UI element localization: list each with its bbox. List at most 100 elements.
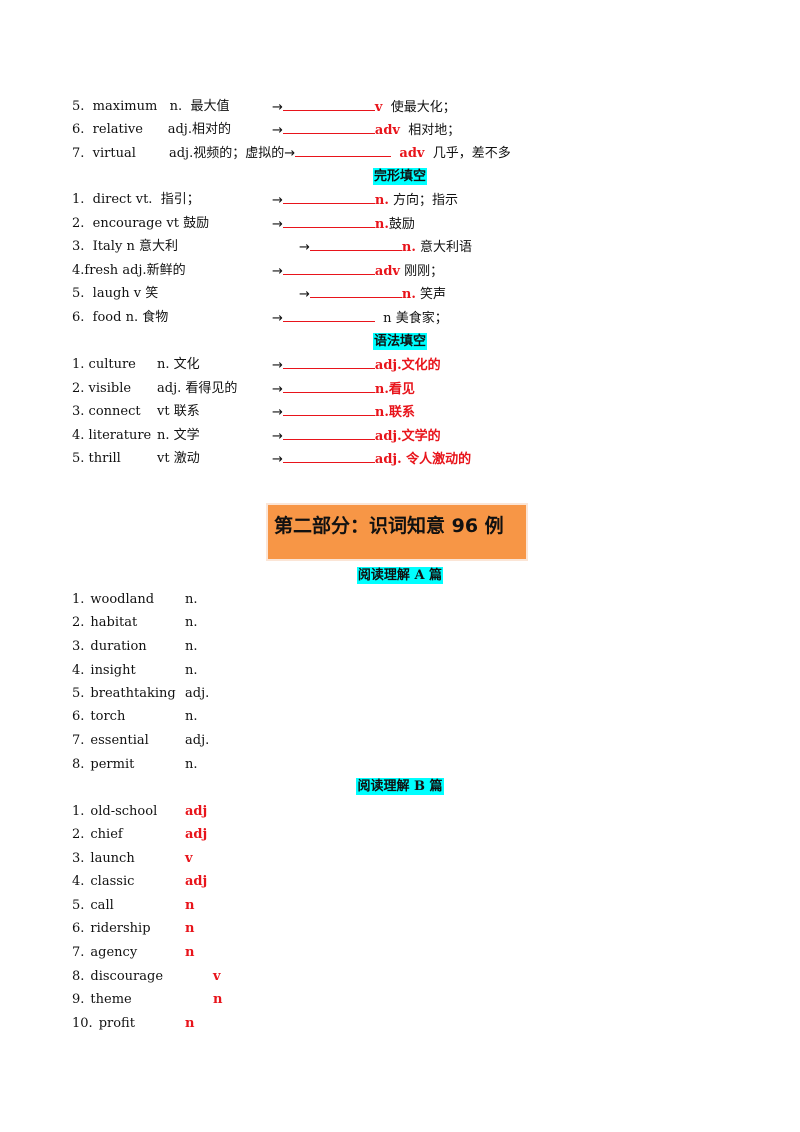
vocab-row: 6. food n. 食物 [72, 310, 169, 325]
answer-blank[interactable] [295, 142, 392, 157]
item-number: 3. [72, 851, 85, 866]
item-number: 9. [72, 992, 85, 1007]
item-word: call [90, 898, 114, 913]
answer-blank[interactable] [282, 448, 375, 463]
answer-blank[interactable] [282, 189, 375, 204]
item-pos-answer: adj [185, 874, 208, 889]
list-item: 8. discourage [72, 966, 163, 988]
item-pos: n. [185, 639, 198, 654]
list-item: 6. torch [72, 706, 125, 728]
list-item: 2. chief [72, 824, 123, 846]
section-heading-grammar: 语法填空 [372, 333, 427, 350]
item-word: habitat [90, 615, 138, 630]
part-two-banner: 第二部分：识词知意 96 例 [268, 505, 526, 559]
answer-cell: → n.联系 [272, 401, 415, 423]
item-number: 3. [72, 639, 85, 654]
answer-cell: → v 使最大化； [272, 96, 456, 118]
item-word: ridership [90, 921, 151, 936]
item-word: classic [90, 874, 135, 889]
item-word: launch [90, 851, 135, 866]
vocab-row: 2. visible [72, 381, 132, 396]
list-item: 8. permit [72, 754, 134, 776]
item-number: 6. [72, 921, 85, 936]
item-pos-answer: n [185, 1016, 195, 1031]
answer-cell: → adv 相对地； [272, 119, 460, 141]
item-pos-answer: v [213, 969, 221, 984]
answer-blank[interactable] [282, 119, 375, 134]
answer-blank[interactable] [282, 378, 375, 393]
item-number: 5. [72, 686, 85, 701]
list-item: 7. agency [72, 942, 137, 964]
vocab-row: 3. connect [72, 404, 141, 419]
answer-cell: → adj.文化的 [272, 354, 441, 376]
answer-cell: → n. 方向；指示 [272, 189, 458, 211]
item-pos-answer: v [185, 851, 193, 866]
item-pos: n. [185, 592, 198, 607]
item-number: 1. [72, 804, 85, 819]
item-word: torch [90, 709, 126, 724]
list-item: 6. ridership [72, 918, 151, 940]
answer-blank[interactable] [282, 425, 375, 440]
vocab-row: 7. virtual adj.视频的；虚拟的→ adv 几乎，差不多 [72, 142, 511, 164]
item-number: 5. [72, 898, 85, 913]
list-item: 1. woodland [72, 589, 154, 611]
item-word: breathtaking [90, 686, 176, 701]
item-number: 2. [72, 827, 85, 842]
item-word: discourage [90, 969, 164, 984]
item-number: 7. [72, 733, 85, 748]
item-number: 6. [72, 709, 85, 724]
vocab-meaning: n. 文学 [157, 428, 200, 443]
banner-title: 第二部分：识词知意 96 例 [274, 515, 504, 537]
vocab-row: 5. maximum n. 最大值 [72, 99, 230, 114]
item-pos: adj. [185, 686, 210, 701]
answer-cell: → n.鼓励 [272, 213, 415, 235]
list-item: 3. launch [72, 848, 135, 870]
item-number: 4. [72, 663, 85, 678]
item-pos: n. [185, 615, 198, 630]
item-pos-answer: adj [185, 827, 208, 842]
item-word: chief [90, 827, 123, 842]
item-pos-answer: n [185, 898, 195, 913]
answer-blank[interactable] [282, 96, 375, 111]
answer-cell: → n.看见 [272, 378, 415, 400]
vocab-row: 3. Italy n 意大利 [72, 239, 178, 254]
item-number: 4. [72, 874, 85, 889]
answer-cell: → adj. 令人激动的 [272, 448, 471, 470]
item-pos-answer: n [185, 921, 195, 936]
item-pos: adj. [185, 733, 210, 748]
vocab-meaning: vt 联系 [157, 404, 200, 419]
vocab-row: 4.fresh adj.新鲜的 [72, 263, 186, 278]
answer-blank[interactable] [282, 354, 375, 369]
list-item: 3. duration [72, 636, 147, 658]
item-number: 2. [72, 615, 85, 630]
answer-cell: → adv 刚刚； [272, 260, 443, 282]
item-pos-answer: n [185, 945, 195, 960]
list-item: 2. habitat [72, 612, 137, 634]
item-word: duration [90, 639, 147, 654]
vocab-row: 4. literature [72, 428, 152, 443]
answer-blank[interactable] [282, 213, 375, 228]
list-item: 4. classic [72, 871, 134, 893]
list-item: 4. insight [72, 660, 136, 682]
item-number: 10. [72, 1016, 93, 1031]
item-number: 7. [72, 945, 85, 960]
vocab-meaning: vt 激动 [157, 451, 200, 466]
item-number: 8. [72, 757, 85, 772]
item-word: permit [90, 757, 135, 772]
answer-blank[interactable] [282, 260, 375, 275]
answer-blank[interactable] [282, 401, 375, 416]
item-number: 8. [72, 969, 85, 984]
answer-blank[interactable] [309, 236, 402, 251]
list-item: 5. breathtaking [72, 683, 176, 705]
list-item: 7. essential [72, 730, 149, 752]
section-heading-reading-b: 阅读理解 B 篇 [356, 778, 444, 795]
section-heading-cloze: 完形填空 [372, 168, 427, 185]
answer-blank[interactable] [309, 283, 402, 298]
item-word: insight [90, 663, 136, 678]
item-word: old-school [90, 804, 158, 819]
item-pos: n. [185, 757, 198, 772]
answer-blank[interactable] [282, 307, 375, 322]
list-item: 10. profit [72, 1013, 135, 1035]
list-item: 1. old-school [72, 801, 157, 823]
answer-cell: → n. 笑声 [299, 283, 446, 305]
